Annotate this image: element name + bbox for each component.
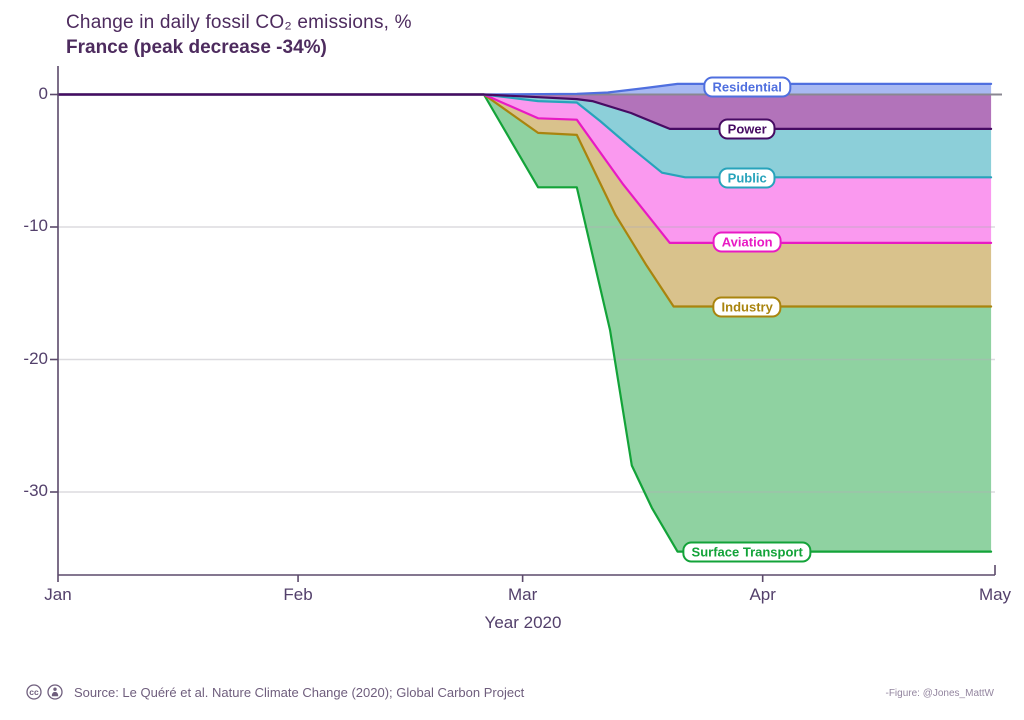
x-tick-label-feb: Feb bbox=[283, 585, 313, 604]
license-icons: cc bbox=[26, 684, 63, 700]
by-attribution-icon bbox=[47, 684, 63, 700]
x-tick-label-apr: Apr bbox=[749, 585, 776, 604]
band-aviation bbox=[58, 94, 992, 243]
y-tick-label: 0 bbox=[38, 83, 48, 103]
footer-source: cc Source: Le Quéré et al. Nature Climat… bbox=[26, 683, 524, 701]
band-public bbox=[58, 94, 992, 178]
x-tick-label-may: May bbox=[978, 585, 1012, 604]
label-pill-power: Power bbox=[718, 118, 776, 140]
x-tick-label-jan: Jan bbox=[44, 585, 72, 604]
x-axis-title: Year 2020 bbox=[484, 613, 562, 632]
chart-subtitle: France (peak decrease -34%) bbox=[66, 37, 327, 58]
line-surface_transport bbox=[56, 93, 993, 553]
label-pill-public: Public bbox=[718, 167, 776, 189]
line-industry bbox=[56, 93, 993, 308]
band-industry bbox=[58, 94, 992, 307]
x-tick-label-mar: Mar bbox=[507, 585, 538, 604]
title-block: Change in daily fossil CO₂ emissions, % … bbox=[66, 12, 412, 59]
label-pill-industry: Industry bbox=[712, 296, 782, 317]
source-text: Source: Le Quéré et al. Nature Climate C… bbox=[74, 684, 525, 700]
y-tick-label: -20 bbox=[23, 348, 48, 368]
label-pill-aviation: Aviation bbox=[712, 231, 782, 253]
band-residential bbox=[58, 83, 992, 95]
line-public bbox=[56, 93, 993, 179]
svg-text:cc: cc bbox=[29, 687, 39, 697]
band-surface_transport bbox=[58, 94, 992, 552]
label-pill-surface_transport: Surface Transport bbox=[682, 541, 812, 563]
figure-credit: -Figure: @Jones_MattW bbox=[885, 688, 994, 699]
chart-title: Change in daily fossil CO₂ emissions, % bbox=[66, 12, 412, 33]
cc-icon: cc bbox=[26, 684, 42, 700]
label-pill-residential: Residential bbox=[703, 76, 791, 98]
y-tick-label: -30 bbox=[23, 481, 48, 500]
line-power bbox=[56, 93, 993, 130]
y-tick-label: -10 bbox=[23, 216, 48, 235]
